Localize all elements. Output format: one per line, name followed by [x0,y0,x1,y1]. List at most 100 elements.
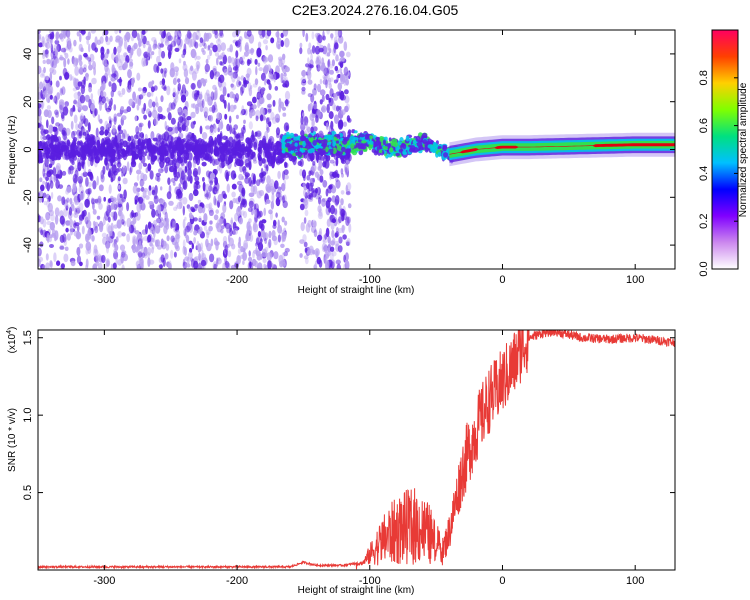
heatmap-cell [173,167,178,178]
heatmap-cell [206,32,212,39]
heatmap-cell [122,253,128,262]
heatmap-cell [44,75,49,80]
heatmap-cell [343,254,346,263]
spectrogram-y-tick-label: 0 [22,146,34,152]
heatmap-cell [40,134,44,141]
heatmap-cell [277,56,283,62]
heatmap-cell [170,117,176,125]
heatmap-cell [99,223,104,233]
heatmap-cell [68,40,71,50]
heatmap-cell [337,73,341,79]
colorbar-tick-label: 0.8 [698,70,710,85]
heatmap-cell [76,232,80,237]
heatmap-cell [50,183,54,188]
heatmap-cell [218,121,224,130]
heatmap-cell [121,132,126,140]
heatmap-cell [138,122,144,128]
heatmap-cell [67,166,72,175]
heatmap-cell [227,55,232,64]
heatmap-cell [38,65,42,75]
heatmap-cell [328,83,332,89]
heatmap-cell [185,234,190,244]
heatmap-cell [61,196,66,206]
heatmap-cell [119,193,123,199]
heatmap-cell [305,222,311,233]
heatmap-cell [398,149,402,153]
heatmap-cell [124,150,130,157]
heatmap-cell [281,142,287,149]
heatmap-cell [110,177,114,183]
heatmap-cell [217,37,221,42]
heatmap-cell [164,252,169,260]
heatmap-cell [333,92,338,98]
heatmap-cell [262,55,268,64]
heatmap-cell [213,195,217,206]
heatmap-cell [282,195,285,204]
heatmap-cell [80,30,86,35]
heatmap-cell [88,43,91,53]
heatmap-cell [268,71,273,79]
heatmap-cell [138,256,143,261]
heatmap-cell [96,175,99,186]
heatmap-cell [74,66,80,76]
heatmap-cell [282,112,287,117]
heatmap-cell [52,96,56,102]
heatmap-cell [311,45,316,54]
heatmap-cell [67,30,71,39]
heatmap-cell [53,174,56,183]
heatmap-cell [75,167,81,172]
heatmap-cell [117,124,122,131]
heatmap-cell [118,30,122,34]
heatmap-cell [55,179,60,189]
heatmap-cell [281,149,286,154]
heatmap-cell [317,34,323,44]
heatmap-cell [163,225,168,235]
heatmap-cell [248,160,252,171]
heatmap-cell [136,202,142,213]
heatmap-cell [46,133,50,139]
heatmap-cell [167,112,172,121]
heatmap-cell [255,130,262,137]
heatmap-cell [102,165,106,175]
heatmap-cell [176,36,181,46]
heatmap-cell [316,83,322,93]
heatmap-cell [340,109,346,115]
heatmap-cell [117,231,123,238]
heatmap-cell [89,135,95,144]
heatmap-cell [45,176,49,182]
heatmap-cell [328,97,332,103]
heatmap-cell [38,159,44,164]
heatmap-cell [308,170,312,177]
heatmap-cell [343,66,349,76]
heatmap-cell [43,90,47,98]
heatmap-cell [243,119,246,125]
heatmap-cell [113,113,118,122]
heatmap-cell [182,261,188,269]
heatmap-cell [229,91,234,99]
heatmap-cell [188,212,193,219]
heatmap-cell [210,92,214,97]
heatmap-cell [332,171,338,179]
heatmap-cell [334,42,339,50]
heatmap-cell [162,240,167,247]
heatmap-cell [248,250,251,257]
heatmap-cell [221,81,227,88]
heatmap-cell [217,193,223,203]
heatmap-cell [43,109,50,118]
heatmap-cell [161,84,167,90]
heatmap-cell [67,58,70,65]
heatmap-cell [203,224,208,231]
heatmap-cell [60,112,65,119]
heatmap-cell [118,209,122,217]
heatmap-cell [158,168,164,174]
heatmap-cell [64,52,69,59]
heatmap-cell [234,93,240,102]
heatmap-cell [54,207,60,217]
heatmap-cell [283,169,289,176]
heatmap-cell [167,35,173,41]
heatmap-cell [331,59,335,67]
heatmap-cell [245,162,250,168]
heatmap-cell [310,126,314,134]
heatmap-cell [227,148,233,156]
heatmap-cell [265,123,269,131]
